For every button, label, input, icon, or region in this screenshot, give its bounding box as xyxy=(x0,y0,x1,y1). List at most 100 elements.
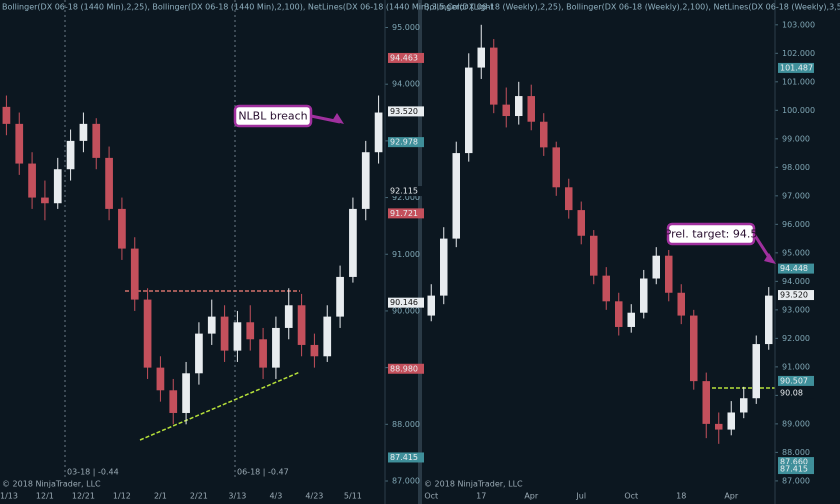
y-tick-label: 98.000 xyxy=(782,163,810,172)
callout-box xyxy=(666,222,756,246)
y-tick-label: 93.000 xyxy=(782,305,810,314)
candle-body xyxy=(182,373,190,413)
candle-body xyxy=(690,315,698,382)
price-marker xyxy=(778,375,814,386)
price-marker xyxy=(778,464,814,475)
copyright: © 2018 NinjaTrader, LLC xyxy=(424,480,523,489)
x-tick-label: 11/13 xyxy=(0,492,18,501)
price-marker xyxy=(778,290,814,301)
price-marker xyxy=(388,297,424,308)
chart-header: Bollinger(DX 06-18 (1440 Min),2,25), Bol… xyxy=(2,3,494,12)
price-marker-label: 101.487 xyxy=(780,63,813,72)
y-tick-label: 91.000 xyxy=(392,250,420,259)
price-marker-label: 88.980 xyxy=(390,364,418,373)
price-marker-label: 91.721 xyxy=(390,209,418,218)
y-tick-label: 102.000 xyxy=(782,49,815,58)
candle-body xyxy=(79,123,88,141)
x-tick-label: Jul xyxy=(575,492,586,501)
x-tick-label: Apr xyxy=(724,492,739,501)
x-tick-label: Oct xyxy=(624,492,638,501)
y-tick-label: 88.000 xyxy=(782,448,810,457)
candle-body xyxy=(2,106,11,124)
candle-body xyxy=(440,238,448,296)
price-marker xyxy=(778,457,814,468)
y-tick-label: 103.000 xyxy=(782,20,815,29)
candle-body xyxy=(602,275,610,302)
candle-body xyxy=(28,163,36,198)
y-tick-label: 87.000 xyxy=(782,476,810,485)
x-tick-label: 3/13 xyxy=(228,492,246,501)
candle-body xyxy=(702,381,710,424)
support-line xyxy=(139,371,301,441)
y-tick-label: 88.000 xyxy=(392,420,420,429)
price-marker xyxy=(388,363,424,374)
candle-body xyxy=(427,295,435,316)
candle-body xyxy=(297,305,306,345)
copyright: © 2018 NinjaTrader, LLC xyxy=(2,480,101,489)
x-tick-label: 18 xyxy=(676,492,686,501)
candle-body xyxy=(502,104,510,117)
x-tick-label: Oct xyxy=(424,492,438,501)
panel-divider xyxy=(418,0,422,504)
price-marker xyxy=(778,263,814,274)
candle-body xyxy=(143,299,152,368)
candle-body xyxy=(169,390,178,413)
y-tick-label: 92.000 xyxy=(392,193,420,202)
y-tick-label: 94.000 xyxy=(392,80,420,89)
price-marker xyxy=(388,208,424,219)
price-marker-label: 93.520 xyxy=(780,291,808,300)
candle-body xyxy=(615,301,623,327)
callout-text: NLBL breach xyxy=(238,110,307,123)
y-tick-label: 92.000 xyxy=(782,334,810,343)
price-marker xyxy=(388,106,424,117)
x-tick-label: 5/11 xyxy=(344,492,362,501)
candle-body xyxy=(66,140,75,170)
candle-body xyxy=(752,344,760,399)
candle-body xyxy=(105,157,113,209)
price-marker xyxy=(388,137,424,148)
x-tick-label: 2/21 xyxy=(190,492,208,501)
candle-body xyxy=(677,292,685,316)
y-tick-label: 97.000 xyxy=(782,191,810,200)
candle-body xyxy=(349,208,357,277)
y-tick-label: 89.000 xyxy=(782,419,810,428)
candle-body xyxy=(565,187,573,211)
candle-body xyxy=(515,96,523,117)
price-marker xyxy=(388,452,424,463)
price-marker xyxy=(388,52,424,63)
x-tick-label: 4/3 xyxy=(269,492,282,501)
candle-body xyxy=(207,316,216,334)
candle-body xyxy=(640,278,648,313)
candle-body xyxy=(374,112,383,153)
price-marker-label: 94.448 xyxy=(780,264,808,273)
rollover-label: 06-18 | -0.47 xyxy=(237,468,289,477)
price-marker-label: 92.978 xyxy=(390,138,418,147)
chart-header: Bollinger(DX 06-18 (Weekly),2,25), Bolli… xyxy=(424,3,840,12)
candle-body xyxy=(92,123,101,158)
price-marker-label: 87.415 xyxy=(390,453,418,462)
candle-body xyxy=(490,47,498,105)
price-marker-label: 92.115 xyxy=(390,187,418,196)
candle-body xyxy=(740,398,748,413)
candle-body xyxy=(527,96,535,122)
callout-arrowhead xyxy=(332,113,344,124)
y-tick-label: 94.000 xyxy=(782,277,810,286)
candle-body xyxy=(665,255,673,293)
x-tick-label: 2/1 xyxy=(154,492,167,501)
price-marker-label: 87.660 xyxy=(780,458,808,467)
candle-body xyxy=(627,312,635,327)
candle-body xyxy=(259,339,267,368)
y-tick-label: 100.000 xyxy=(782,106,815,115)
candle-body xyxy=(195,333,203,374)
price-marker xyxy=(778,62,814,73)
candle-body xyxy=(310,344,319,357)
x-tick-label: 17 xyxy=(476,492,486,501)
candle-body xyxy=(156,367,165,391)
candle-body xyxy=(323,316,332,357)
candle-body xyxy=(590,235,598,276)
x-tick-label: Apr xyxy=(524,492,539,501)
price-marker-label: 90.08 xyxy=(780,389,803,398)
price-marker xyxy=(778,388,814,399)
y-tick-label: 96.000 xyxy=(782,220,810,229)
candle-body xyxy=(727,412,735,430)
